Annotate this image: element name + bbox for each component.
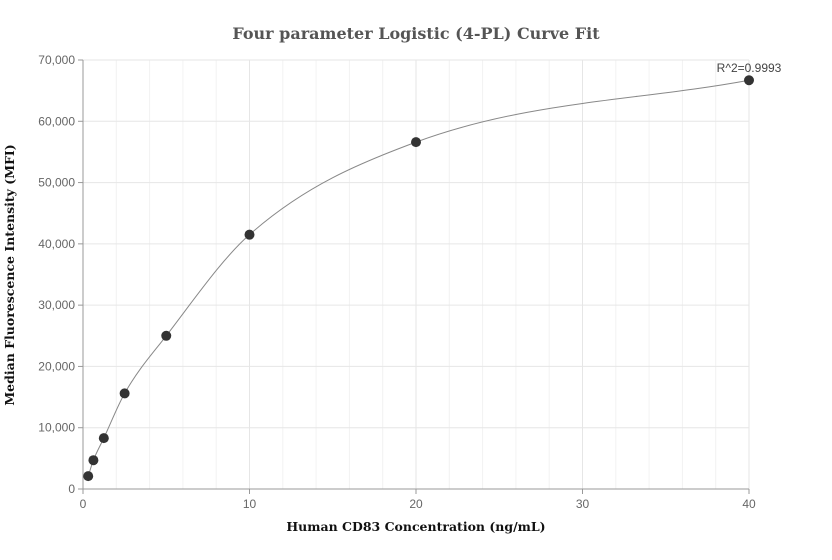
y-tick-label: 10,000 (38, 421, 75, 435)
r-squared-annotation: R^2=0.9993 (717, 61, 782, 75)
x-tick-labels: 0 10 20 30 40 (80, 489, 756, 511)
y-tick-label: 30,000 (38, 298, 75, 312)
x-tick-label: 30 (576, 497, 590, 511)
data-point (98, 433, 109, 444)
x-axis-title: Human CD83 Concentration (ng/mL) (286, 519, 545, 534)
y-tick-label: 0 (68, 482, 75, 496)
y-tick-label: 70,000 (38, 53, 75, 67)
data-point (83, 471, 94, 482)
x-tick-label: 20 (409, 497, 423, 511)
minor-gridlines (115, 60, 717, 489)
data-point (161, 330, 172, 341)
x-tick-label: 40 (742, 497, 756, 511)
data-points (83, 75, 754, 482)
data-point (411, 137, 421, 148)
data-point (244, 229, 255, 240)
chart-title: Four parameter Logistic (4-PL) Curve Fit (232, 24, 600, 43)
x-tick-label: 10 (243, 497, 257, 511)
y-tick-labels: 0 10,000 20,000 30,000 40,000 50,000 60,000 70,… (38, 53, 83, 496)
y-tick-label: 40,000 (38, 237, 75, 251)
y-tick-label: 60,000 (38, 114, 75, 128)
y-tick-label: 50,000 (38, 176, 75, 190)
data-point (744, 75, 754, 86)
major-gridlines (83, 59, 750, 489)
y-axis-title: Median Fluorescence Intensity (MFI) (2, 144, 17, 405)
data-point (119, 388, 130, 399)
x-tick-label: 0 (80, 497, 87, 511)
fit-curve (87, 79, 750, 477)
data-point (88, 455, 99, 466)
y-tick-label: 20,000 (38, 359, 75, 373)
